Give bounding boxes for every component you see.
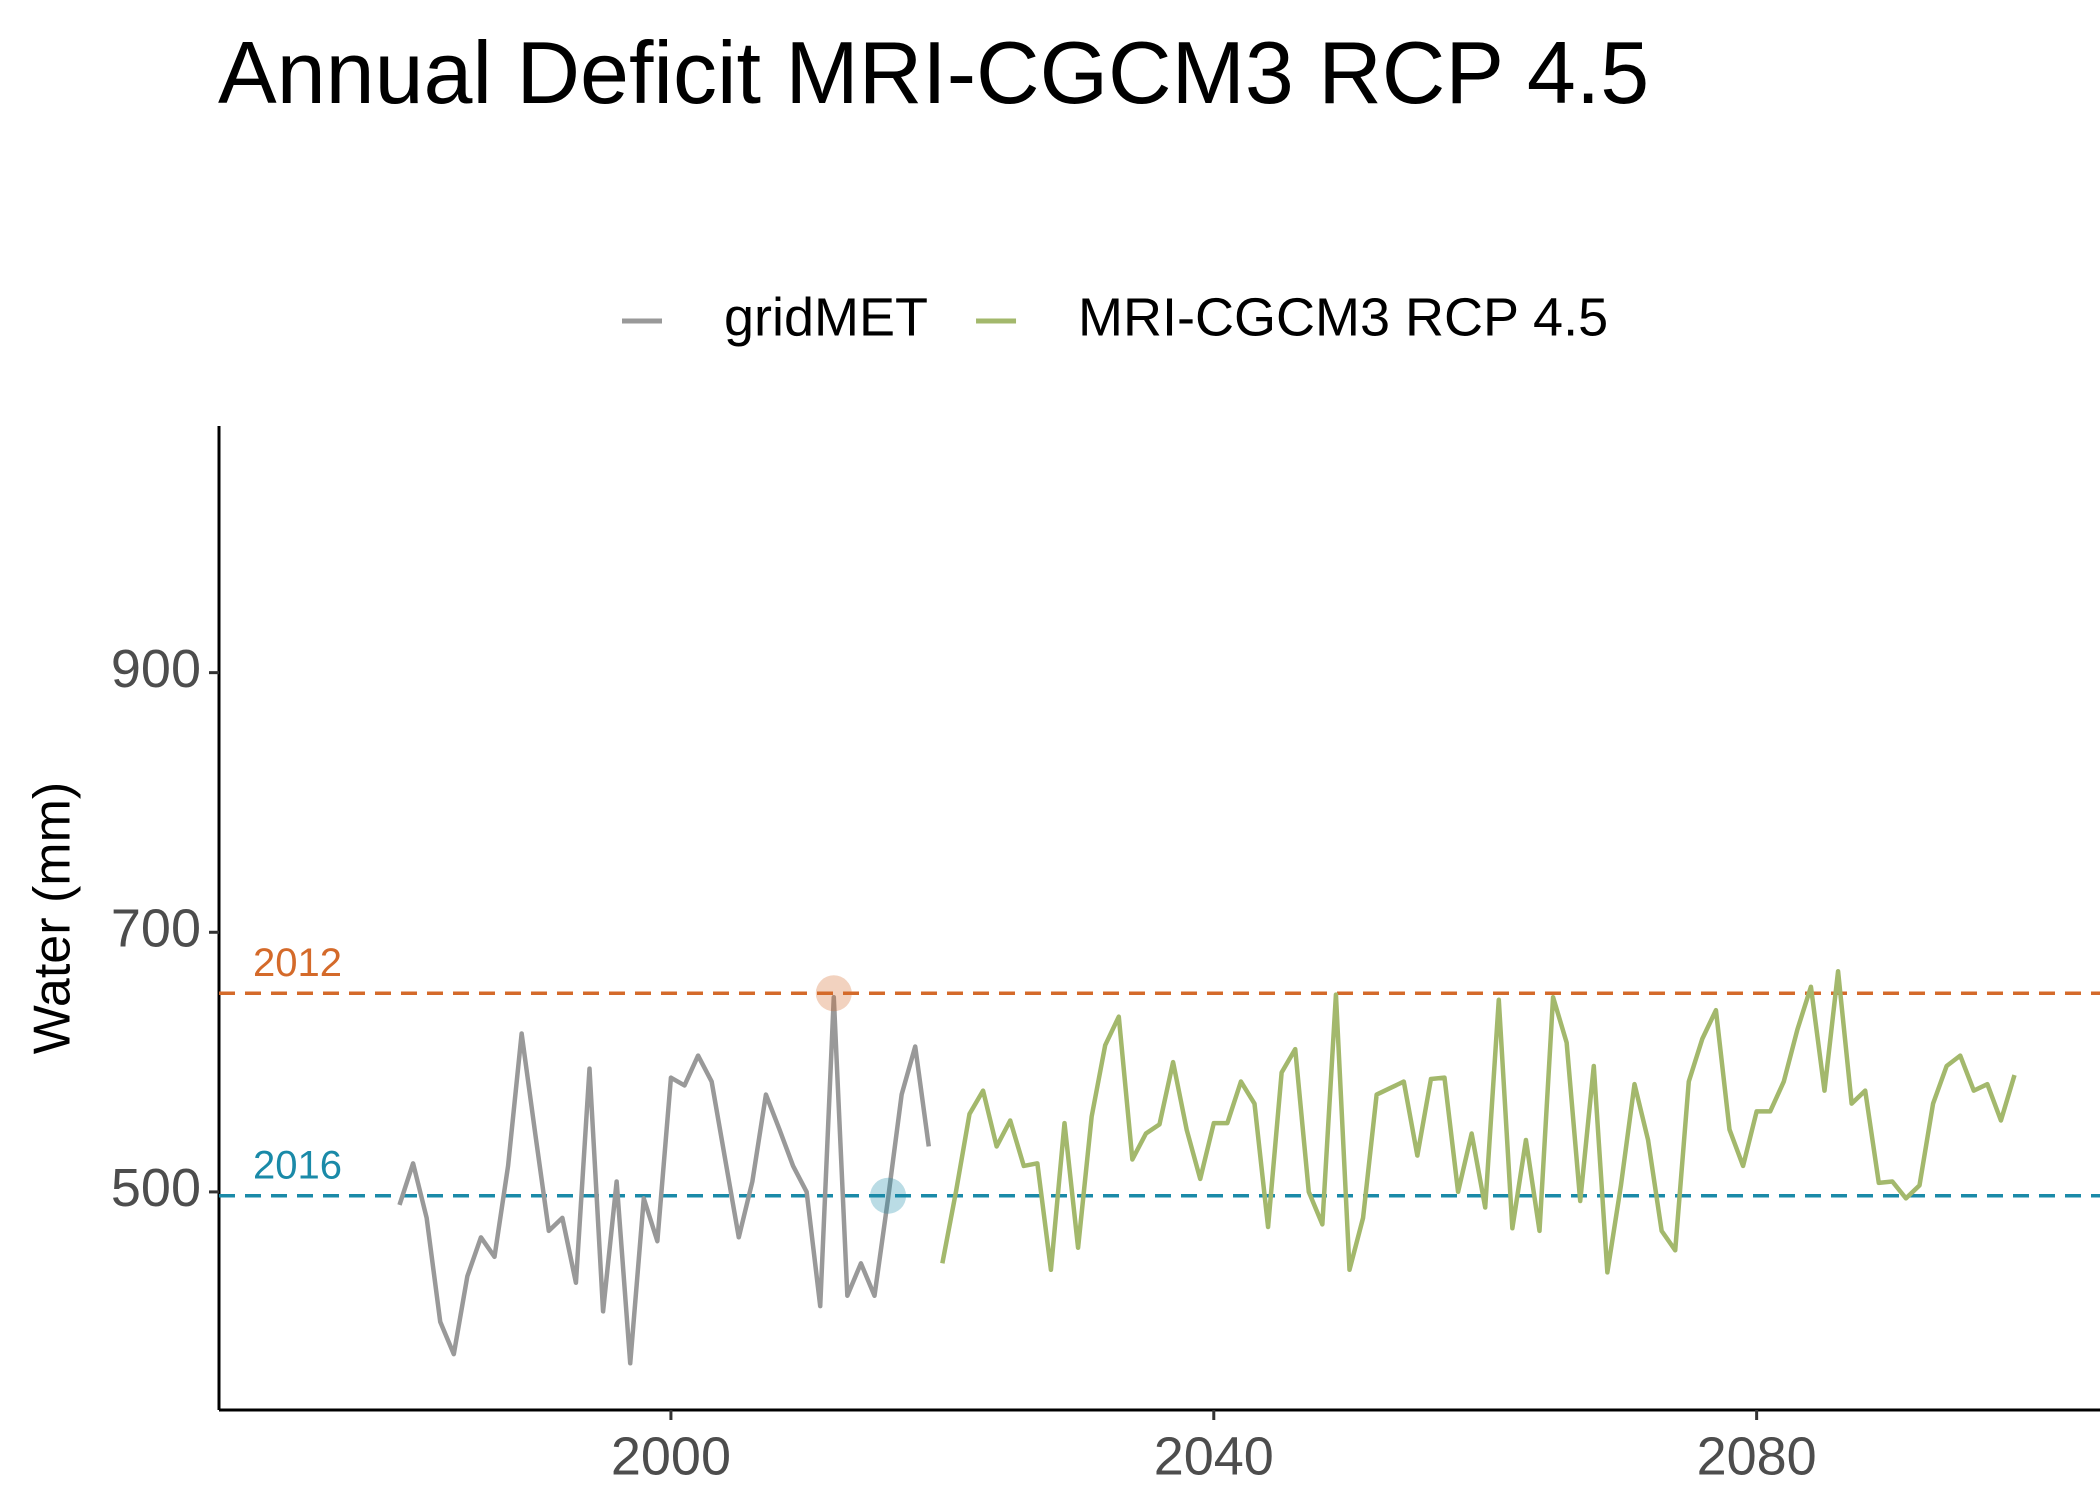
legend-label: MRI-CGCM3 RCP 4.5 [1078,287,1608,347]
y-tick-label: 900 [111,639,201,699]
y-axis-title: Water (mm) [24,782,82,1054]
chart-title: Annual Deficit MRI-CGCM3 RCP 4.5 [218,23,1650,122]
x-tick-label: 2080 [1697,1426,1817,1486]
reference-label: 2016 [253,1143,342,1187]
legend-label: gridMET [724,287,928,347]
reference-label: 2012 [253,941,342,985]
series-line [397,994,932,1366]
x-tick-label: 2000 [611,1426,731,1486]
highlight-point [870,1177,907,1214]
highlight-point [815,975,852,1012]
y-tick-label: 700 [111,899,201,959]
x-tick-label: 2040 [1154,1426,1274,1486]
y-tick-label: 500 [111,1158,201,1218]
series-line [940,968,2017,1275]
